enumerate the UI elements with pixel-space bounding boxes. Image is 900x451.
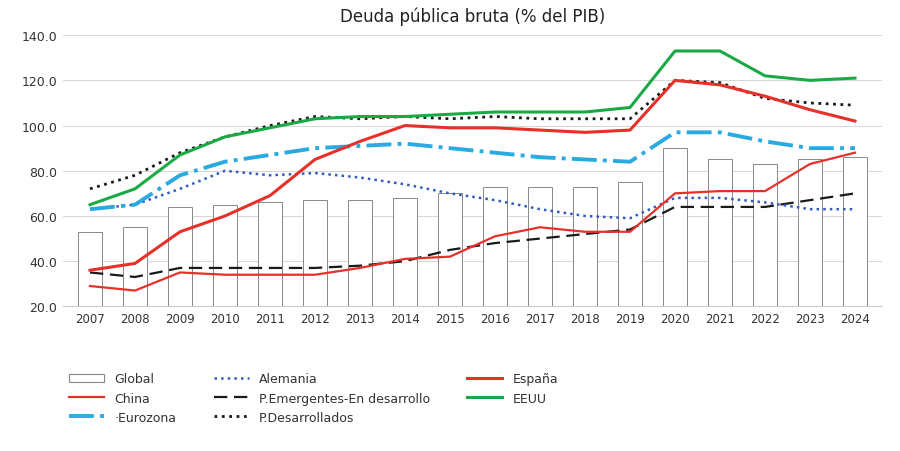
Bar (257, 203, 283, 352)
Bar (122, 228, 148, 352)
Bar (842, 158, 868, 352)
Bar (527, 187, 553, 352)
Bar (212, 205, 238, 352)
Title: Deuda pública bruta (% del PIB): Deuda pública bruta (% del PIB) (340, 8, 605, 26)
Bar (752, 165, 778, 352)
Bar (482, 187, 508, 352)
Bar (707, 160, 733, 352)
Bar (392, 198, 418, 352)
Bar (77, 232, 103, 352)
Bar (617, 183, 643, 352)
Bar (437, 194, 463, 352)
Bar (572, 187, 598, 352)
Bar (167, 207, 193, 352)
Legend: Global, China, ·Eurozona, Alemania, P.Emergentes-En desarrollo, P.Desarrollados,: Global, China, ·Eurozona, Alemania, P.Em… (69, 373, 558, 424)
Bar (347, 201, 373, 352)
Bar (797, 160, 823, 352)
Bar (662, 149, 688, 352)
Bar (302, 201, 328, 352)
